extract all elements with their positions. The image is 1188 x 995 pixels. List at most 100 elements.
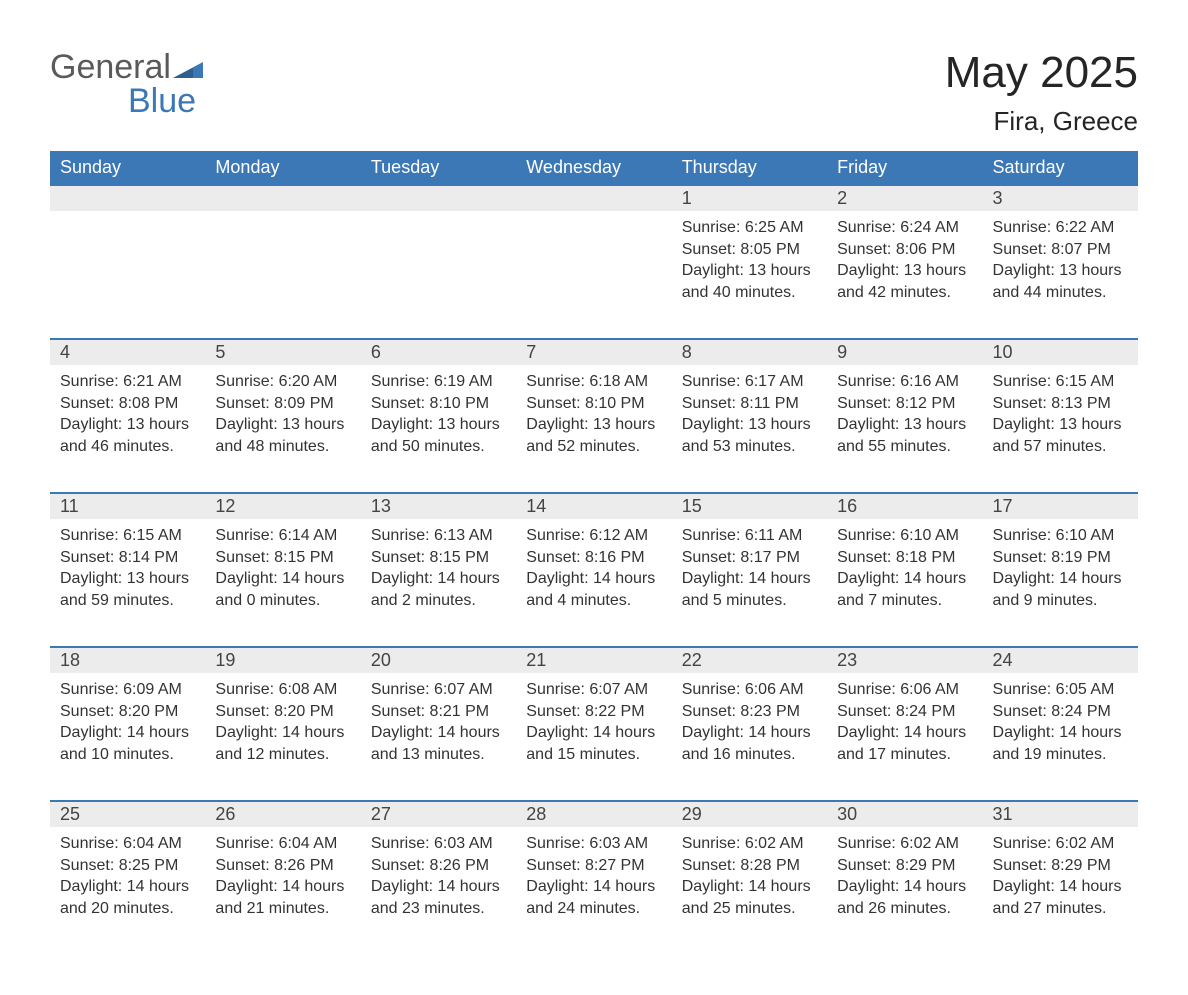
day-number-cell: 1 [672,185,827,211]
day-body-cell: Sunrise: 6:22 AMSunset: 8:07 PMDaylight:… [983,211,1138,339]
daylight-line-2: and 26 minutes. [837,898,972,920]
sunrise-line: Sunrise: 6:06 AM [682,679,817,701]
sunset-line: Sunset: 8:15 PM [215,547,350,569]
daylight-line-1: Daylight: 14 hours [682,568,817,590]
daylight-line-2: and 16 minutes. [682,744,817,766]
day-number-row: 18192021222324 [50,647,1138,673]
title-block: May 2025 Fira, Greece [945,50,1138,137]
day-number-cell: 24 [983,647,1138,673]
day-number-cell: 4 [50,339,205,365]
sunset-line: Sunset: 8:25 PM [60,855,195,877]
sunset-line: Sunset: 8:20 PM [215,701,350,723]
sunrise-line: Sunrise: 6:04 AM [60,833,195,855]
sunset-line: Sunset: 8:19 PM [993,547,1128,569]
sunrise-line: Sunrise: 6:24 AM [837,217,972,239]
sunrise-line: Sunrise: 6:19 AM [371,371,506,393]
sunset-line: Sunset: 8:26 PM [215,855,350,877]
day-number-cell: 15 [672,493,827,519]
daylight-line-2: and 4 minutes. [526,590,661,612]
day-body-cell: Sunrise: 6:12 AMSunset: 8:16 PMDaylight:… [516,519,671,647]
daylight-line-2: and 19 minutes. [993,744,1128,766]
day-number-cell: 14 [516,493,671,519]
day-body-row: Sunrise: 6:09 AMSunset: 8:20 PMDaylight:… [50,673,1138,801]
empty-body-cell [205,211,360,339]
daylight-line-1: Daylight: 14 hours [993,722,1128,744]
sunset-line: Sunset: 8:24 PM [837,701,972,723]
sunset-line: Sunset: 8:14 PM [60,547,195,569]
day-body-row: Sunrise: 6:15 AMSunset: 8:14 PMDaylight:… [50,519,1138,647]
daylight-line-2: and 59 minutes. [60,590,195,612]
sunrise-line: Sunrise: 6:03 AM [371,833,506,855]
header-row: General Blue May 2025 Fira, Greece [50,50,1138,137]
sunrise-line: Sunrise: 6:08 AM [215,679,350,701]
location-label: Fira, Greece [945,106,1138,137]
day-number-cell: 20 [361,647,516,673]
sunrise-line: Sunrise: 6:12 AM [526,525,661,547]
daylight-line-2: and 57 minutes. [993,436,1128,458]
day-number-row: 45678910 [50,339,1138,365]
sunrise-line: Sunrise: 6:11 AM [682,525,817,547]
sunset-line: Sunset: 8:15 PM [371,547,506,569]
day-body-row: Sunrise: 6:25 AMSunset: 8:05 PMDaylight:… [50,211,1138,339]
day-body-cell: Sunrise: 6:14 AMSunset: 8:15 PMDaylight:… [205,519,360,647]
sunrise-line: Sunrise: 6:10 AM [837,525,972,547]
sunset-line: Sunset: 8:21 PM [371,701,506,723]
sunset-line: Sunset: 8:09 PM [215,393,350,415]
weekday-header: Friday [827,151,982,185]
daylight-line-2: and 10 minutes. [60,744,195,766]
empty-cell [205,185,360,211]
day-number-cell: 16 [827,493,982,519]
day-number-cell: 11 [50,493,205,519]
empty-cell [50,185,205,211]
daylight-line-1: Daylight: 13 hours [371,414,506,436]
day-number-cell: 21 [516,647,671,673]
daylight-line-1: Daylight: 14 hours [215,568,350,590]
day-body-cell: Sunrise: 6:02 AMSunset: 8:29 PMDaylight:… [983,827,1138,955]
daylight-line-2: and 12 minutes. [215,744,350,766]
day-body-cell: Sunrise: 6:19 AMSunset: 8:10 PMDaylight:… [361,365,516,493]
sunrise-line: Sunrise: 6:10 AM [993,525,1128,547]
day-body-cell: Sunrise: 6:02 AMSunset: 8:29 PMDaylight:… [827,827,982,955]
daylight-line-2: and 46 minutes. [60,436,195,458]
sunset-line: Sunset: 8:05 PM [682,239,817,261]
day-number-cell: 12 [205,493,360,519]
day-body-cell: Sunrise: 6:10 AMSunset: 8:18 PMDaylight:… [827,519,982,647]
daylight-line-2: and 13 minutes. [371,744,506,766]
day-number-cell: 10 [983,339,1138,365]
day-body-cell: Sunrise: 6:02 AMSunset: 8:28 PMDaylight:… [672,827,827,955]
sunset-line: Sunset: 8:10 PM [371,393,506,415]
day-number-row: 123 [50,185,1138,211]
sunrise-line: Sunrise: 6:14 AM [215,525,350,547]
day-body-row: Sunrise: 6:21 AMSunset: 8:08 PMDaylight:… [50,365,1138,493]
daylight-line-1: Daylight: 14 hours [837,876,972,898]
sunrise-line: Sunrise: 6:20 AM [215,371,350,393]
daylight-line-1: Daylight: 13 hours [682,414,817,436]
logo-text-general: General [50,48,171,86]
daylight-line-1: Daylight: 14 hours [993,876,1128,898]
empty-body-cell [516,211,671,339]
daylight-line-2: and 25 minutes. [682,898,817,920]
day-body-cell: Sunrise: 6:04 AMSunset: 8:25 PMDaylight:… [50,827,205,955]
day-body-cell: Sunrise: 6:07 AMSunset: 8:22 PMDaylight:… [516,673,671,801]
sunrise-line: Sunrise: 6:05 AM [993,679,1128,701]
day-body-cell: Sunrise: 6:11 AMSunset: 8:17 PMDaylight:… [672,519,827,647]
sunset-line: Sunset: 8:23 PM [682,701,817,723]
day-number-cell: 5 [205,339,360,365]
day-number-cell: 23 [827,647,982,673]
brand-logo: General Blue [50,50,203,118]
day-number-cell: 25 [50,801,205,827]
daylight-line-2: and 20 minutes. [60,898,195,920]
sunset-line: Sunset: 8:27 PM [526,855,661,877]
sunset-line: Sunset: 8:12 PM [837,393,972,415]
day-number-row: 25262728293031 [50,801,1138,827]
daylight-line-1: Daylight: 13 hours [60,568,195,590]
daylight-line-1: Daylight: 14 hours [526,568,661,590]
day-number-cell: 8 [672,339,827,365]
daylight-line-2: and 0 minutes. [215,590,350,612]
day-body-cell: Sunrise: 6:03 AMSunset: 8:27 PMDaylight:… [516,827,671,955]
day-number-cell: 2 [827,185,982,211]
weekday-header: Monday [205,151,360,185]
day-body-cell: Sunrise: 6:17 AMSunset: 8:11 PMDaylight:… [672,365,827,493]
day-body-cell: Sunrise: 6:05 AMSunset: 8:24 PMDaylight:… [983,673,1138,801]
sunrise-line: Sunrise: 6:13 AM [371,525,506,547]
